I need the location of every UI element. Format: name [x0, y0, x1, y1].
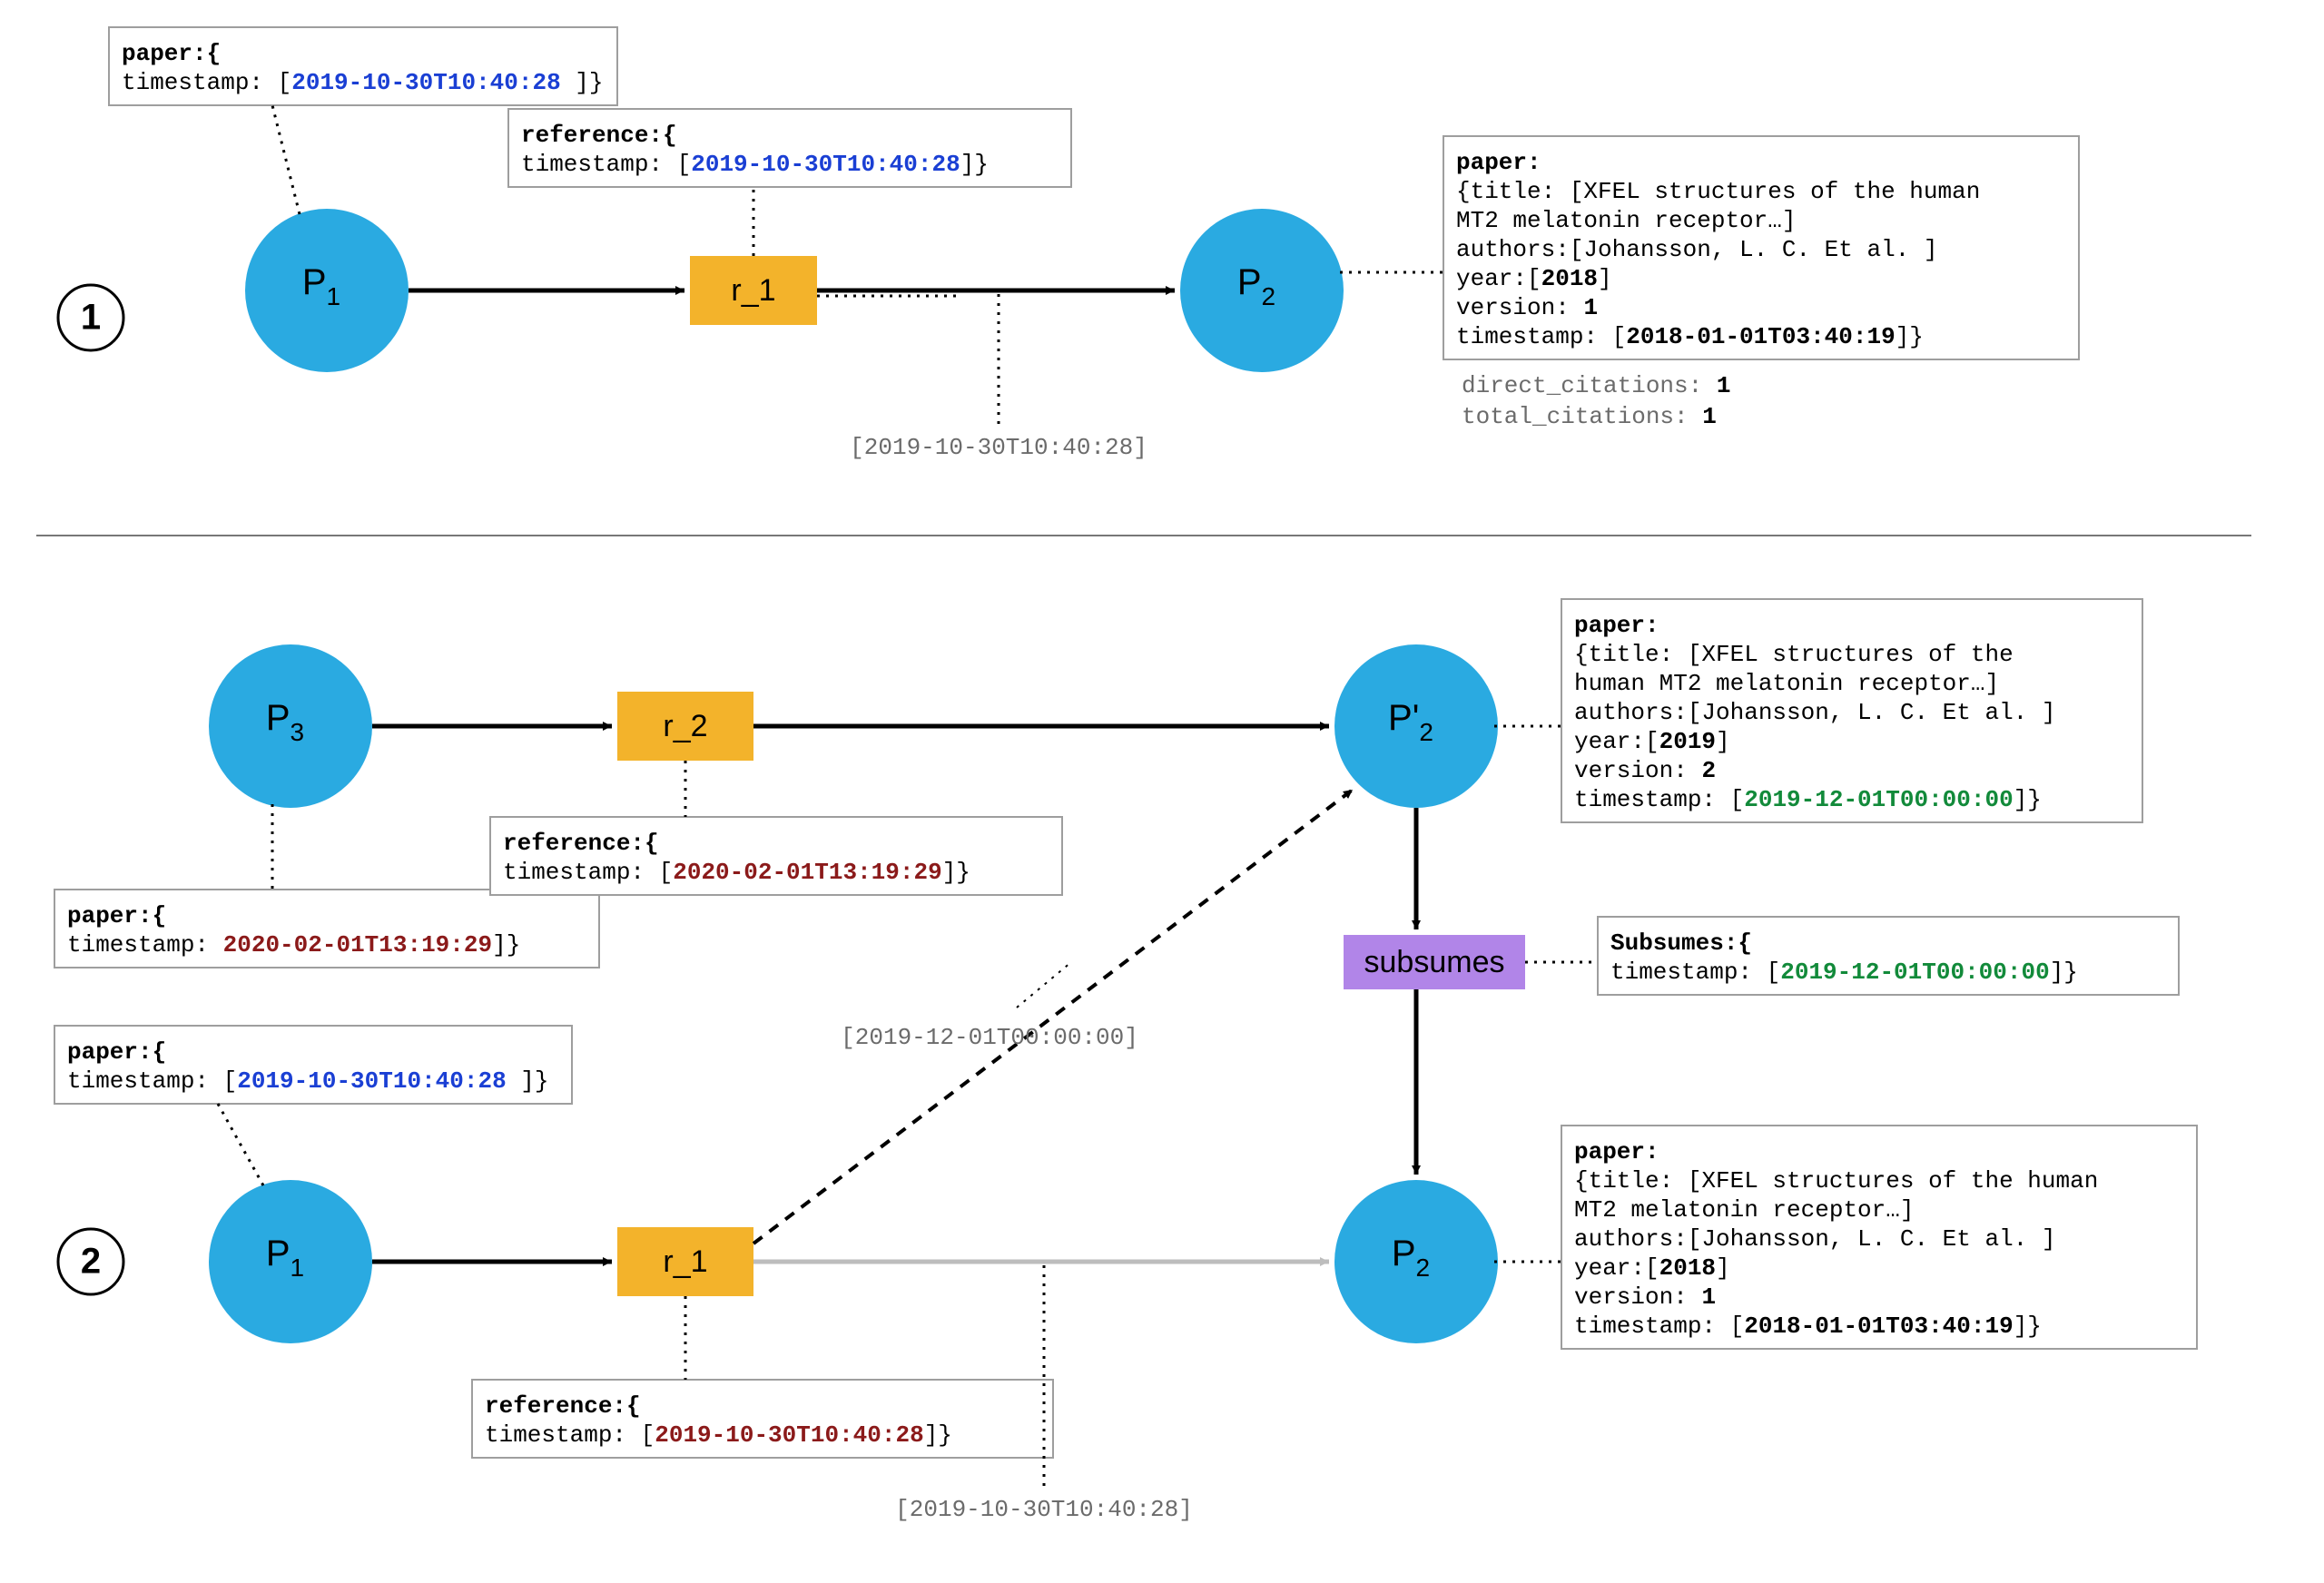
p2b-infobox-line: version: 1	[1574, 1283, 1716, 1311]
subsumes-infobox-line: timestamp: [2019-12-01T00:00:00]}	[1610, 959, 2078, 986]
p2-infobox-line: version: 1	[1456, 294, 1598, 321]
p2b-infobox-line: MT2 melatonin receptor…]	[1574, 1196, 1914, 1224]
p2b-infobox-line: year:[2018]	[1574, 1254, 1730, 1282]
r1-infobox-header: reference:{	[521, 122, 677, 149]
r2-infobox-header: reference:{	[503, 830, 659, 857]
p2-stat: direct_citations: 1	[1462, 372, 1730, 399]
p2-infobox-header: paper:	[1456, 149, 1541, 176]
r1b-infobox-line: timestamp: [2019-10-30T10:40:28]}	[485, 1421, 952, 1449]
subsumes-infobox-header: Subsumes:{	[1610, 929, 1752, 957]
panel1-badge-num: 1	[81, 298, 101, 338]
panel2-badge-num: 2	[81, 1242, 101, 1282]
p2-infobox-line: MT2 melatonin receptor…]	[1456, 207, 1796, 234]
p2b-infobox-line: {title: [XFEL structures of the human	[1574, 1167, 2098, 1195]
p2prime-infobox-header: paper:	[1574, 612, 1659, 639]
r2-infobox-line: timestamp: [2020-02-01T13:19:29]}	[503, 859, 970, 886]
r2-node-label: r_2	[663, 709, 707, 743]
p2prime-infobox-line: version: 2	[1574, 757, 1716, 784]
p2-stat: total_citations: 1	[1462, 403, 1717, 430]
p1b-infobox-header: paper:{	[67, 1038, 166, 1066]
r1-infobox-line: timestamp: [2019-10-30T10:40:28]}	[521, 151, 989, 178]
p2b-infobox-header: paper:	[1574, 1138, 1659, 1165]
p2-infobox-line: timestamp: [2018-01-01T03:40:19]}	[1456, 323, 1924, 350]
p2-infobox-line: authors:[Johansson, L. C. Et al. ]	[1456, 236, 1938, 263]
p2prime-infobox-line: {title: [XFEL structures of the	[1574, 641, 2014, 668]
p2prime-infobox-line: timestamp: [2019-12-01T00:00:00]}	[1574, 786, 2042, 813]
r1b-infobox-header: reference:{	[485, 1392, 641, 1420]
p2b-infobox-line: timestamp: [2018-01-01T03:40:19]}	[1574, 1313, 2042, 1340]
p2b-infobox-line: authors:[Johansson, L. C. Et al. ]	[1574, 1225, 2056, 1253]
p2-infobox-line: {title: [XFEL structures of the human	[1456, 178, 1980, 205]
p3-infobox-line: timestamp: 2020-02-01T13:19:29]}	[67, 931, 520, 959]
p2-infobox-line: year:[2018]	[1456, 265, 1612, 292]
p2prime-infobox-line: human MT2 melatonin receptor…]	[1574, 670, 1999, 697]
r1-node-label: r_1	[731, 273, 775, 308]
p1b-infobox-line: timestamp: [2019-10-30T10:40:28 ]}	[67, 1067, 549, 1095]
r1-edge-ts: [2019-10-30T10:40:28]	[850, 434, 1147, 461]
r1b-dash-ts: [2019-12-01T00:00:00]	[841, 1024, 1138, 1051]
p1-infobox-line: timestamp: [2019-10-30T10:40:28 ]}	[122, 69, 604, 96]
subsumes-node-label: subsumes	[1364, 945, 1505, 979]
r1b-node-label: r_1	[663, 1244, 707, 1279]
p1-infobox-header: paper:{	[122, 40, 221, 67]
p3-infobox-header: paper:{	[67, 902, 166, 929]
p2prime-infobox-line: year:[2019]	[1574, 728, 1730, 755]
p2prime-infobox-line: authors:[Johansson, L. C. Et al. ]	[1574, 699, 2056, 726]
r1b-edge-ts: [2019-10-30T10:40:28]	[895, 1496, 1193, 1523]
